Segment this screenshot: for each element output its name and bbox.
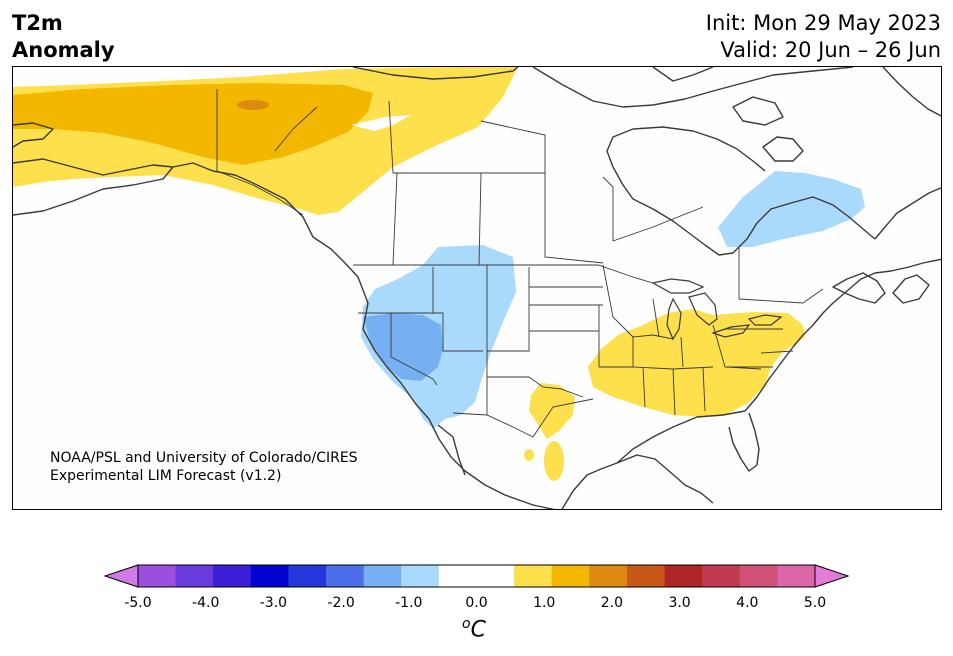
colorbar-tick-label: 5.0 — [804, 595, 826, 611]
colorbar-cell — [401, 565, 440, 587]
unit-text: C — [470, 617, 486, 643]
colorbar-tick-label: 4.0 — [736, 595, 758, 611]
warm-anomaly-peak — [237, 100, 269, 110]
colorbar-cells — [103, 564, 850, 588]
colorbar-cell — [213, 565, 252, 587]
forecast-dates: Init: Mon 29 May 2023 Valid: 20 Jun – 26… — [706, 10, 941, 64]
cool-anomaly-core-west — [363, 313, 443, 381]
credit-line-1: NOAA/PSL and University of Colorado/CIRE… — [50, 450, 358, 466]
unit-superscript: o — [462, 616, 471, 632]
colorbar-cell — [664, 565, 703, 587]
title-line-2: Anomaly — [12, 38, 115, 62]
colorbar-ticks: -5.0 -4.0 -3.0 -2.0 -1.0 0.0 1.0 2.0 3.0 4.0 5.0 — [124, 595, 826, 611]
colorbar-cell — [363, 565, 402, 587]
colorbar-cell — [514, 565, 553, 587]
colorbar-outline — [137, 564, 816, 588]
map-panel: NOAA/PSL and University of Colorado/CIRE… — [12, 66, 942, 510]
colorbar-tick-label: -5.0 — [124, 595, 151, 611]
colorbar-cell — [589, 565, 628, 587]
colorbar-svg: -5.0 -4.0 -3.0 -2.0 -1.0 0.0 1.0 2.0 3.0 4.0 5.0 — [103, 564, 850, 611]
warm-anomaly-spot-mexico-small — [524, 449, 534, 461]
colorbar-tick-label: 1.0 — [533, 595, 555, 611]
colorbar-extend-low — [103, 564, 139, 588]
political-boundaries — [216, 89, 824, 438]
colorbar-cell — [175, 565, 214, 587]
colorbar-cell — [250, 565, 289, 587]
init-date: Init: Mon 29 May 2023 — [705, 11, 941, 35]
colorbar-cell — [626, 565, 666, 587]
colorbar-cell — [739, 565, 778, 587]
colorbar-tick-label: 3.0 — [668, 595, 690, 611]
map-title: T2m Anomaly — [12, 10, 115, 64]
colorbar-tick-label: -2.0 — [327, 595, 354, 611]
colorbar-cell — [777, 565, 816, 587]
colorbar-tick-label: -1.0 — [395, 595, 422, 611]
credit-text: NOAA/PSL and University of Colorado/CIRE… — [50, 449, 358, 485]
colorbar-tick-label: -4.0 — [192, 595, 219, 611]
colorbar-cell — [288, 565, 327, 587]
colorbar-cell — [702, 565, 741, 587]
colorbar-tick-label: 0.0 — [465, 595, 487, 611]
warm-anomaly-spot-mexico — [544, 441, 564, 481]
valid-date: Valid: 20 Jun – 26 Jun — [720, 38, 941, 62]
neutral-gap-alaska — [351, 115, 411, 131]
colorbar-tick-label: 2.0 — [601, 595, 623, 611]
colorbar-tick-label: -3.0 — [260, 595, 287, 611]
warm-anomaly-region-east — [588, 309, 805, 417]
colorbar-cell — [551, 565, 590, 587]
colorbar-cell — [476, 565, 515, 587]
title-line-1: T2m — [12, 11, 63, 35]
unit-label: oC — [462, 616, 486, 642]
colorbar-extend-high — [814, 564, 850, 588]
colorbar-cell — [138, 565, 177, 587]
anomaly-map — [13, 67, 941, 509]
warm-anomaly-core-alaska — [13, 83, 373, 165]
credit-line-2: Experimental LIM Forecast (v1.2) — [50, 468, 282, 484]
coastlines — [13, 67, 941, 509]
colorbar: -5.0 -4.0 -3.0 -2.0 -1.0 0.0 1.0 2.0 3.0 4.0 5.0 — [0, 560, 953, 656]
colorbar-cell — [438, 565, 477, 587]
colorbar-cell — [326, 565, 365, 587]
cool-anomaly-region-quebec — [718, 171, 865, 247]
